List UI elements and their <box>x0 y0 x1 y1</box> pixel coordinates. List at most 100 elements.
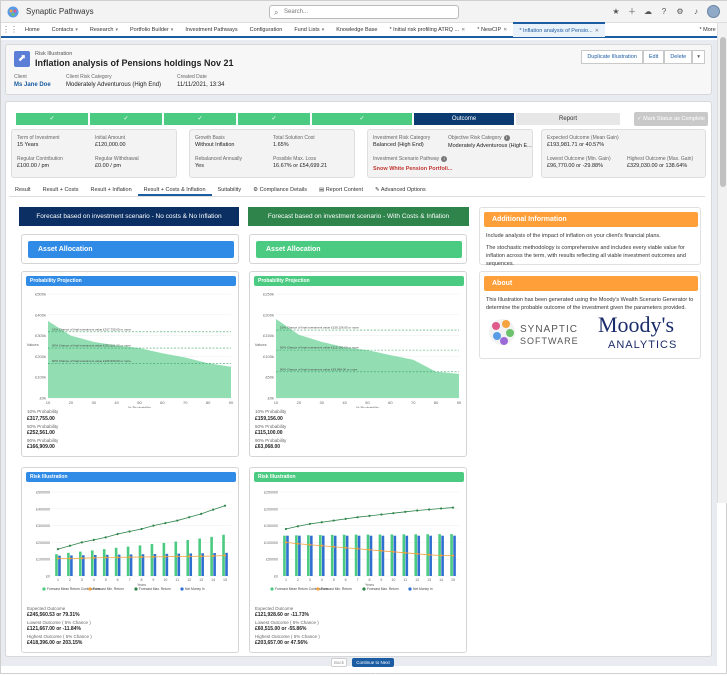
client-link[interactable]: Ms Jane Doe <box>14 82 51 88</box>
x-tick-label: 13 <box>427 578 431 582</box>
x-tick-label: 30 <box>92 400 97 405</box>
continue-button[interactable]: Continue to Next Step <box>352 658 394 667</box>
path-stage-report[interactable]: Report <box>516 113 620 125</box>
y-tick-label: £50000 <box>266 558 278 562</box>
info-icon[interactable]: i <box>441 156 447 162</box>
scrollbar-thumb[interactable] <box>720 37 726 187</box>
close-icon[interactable]: ✕ <box>595 28 599 34</box>
record-header: ⬈ Risk Illustration Inflation analysis o… <box>5 44 712 95</box>
record-type: Risk Illustration <box>35 51 72 57</box>
p90-value: £63,068.00 <box>255 444 280 450</box>
synaptic-logo-text: SYNAPTIC <box>520 324 578 335</box>
probability-card-title: Probability Projection <box>254 276 464 286</box>
min-return-line-point <box>285 541 287 543</box>
x-tick-label: 60 <box>388 400 393 405</box>
bar-mean-return <box>67 553 70 576</box>
tab-result-costs[interactable]: Result + Costs <box>37 185 85 196</box>
path-stage-outcome[interactable]: Outcome <box>414 113 514 125</box>
annotation-label: 10% Chance of final investment value £31… <box>52 327 131 331</box>
tab-suitability[interactable]: Suitability <box>212 185 248 196</box>
nav-item-portfolio-builder[interactable]: Portfolio Builder▾ <box>124 27 179 33</box>
nav-tab-newcip[interactable]: * NewCIP✕ <box>471 27 513 33</box>
nav-label: Knowledge Base <box>336 27 377 33</box>
close-icon[interactable]: ✕ <box>503 27 507 33</box>
back-button[interactable]: Back <box>331 658 347 667</box>
lowest-outcome-value: £121,667.00 or -11.84% <box>27 626 81 632</box>
nav-tab-atrq[interactable]: * Initial risk profiling ATRQ ...✕ <box>383 27 471 33</box>
x-tick-label: 90 <box>457 400 462 405</box>
min-return-line-point <box>152 556 154 558</box>
info-icon[interactable]: i <box>504 135 510 141</box>
summary-box-risk: Investment Risk Category Balanced (High … <box>367 129 533 178</box>
more-actions-button[interactable]: ▾ <box>692 50 705 64</box>
close-icon[interactable]: ✕ <box>461 27 465 33</box>
x-tick-label: 6 <box>345 578 347 582</box>
asset-allocation-header[interactable]: Asset Allocation <box>28 241 234 258</box>
cloud-icon[interactable]: ☁ <box>643 7 653 17</box>
tab-result-inflation[interactable]: Result + Inflation <box>85 185 138 196</box>
x-tick-label: 10 <box>46 400 51 405</box>
path-stage-3[interactable]: ✓ <box>164 113 236 125</box>
user-avatar[interactable] <box>707 5 720 18</box>
app-launcher-icon[interactable]: ⋮⋮ <box>1 25 19 34</box>
tab-advanced-options[interactable]: ✎ Advanced Options <box>369 185 432 196</box>
p50-label: 50% Probability <box>255 424 286 429</box>
max-return-line-point <box>117 533 119 535</box>
settings-icon[interactable]: ⚙ <box>675 7 685 17</box>
add-icon[interactable]: ＋ <box>627 7 637 17</box>
help-icon[interactable]: ? <box>659 7 669 17</box>
nav-item-knowledge-base[interactable]: Knowledge Base <box>330 27 383 33</box>
bar-net-money-in <box>358 536 361 576</box>
term-value: 15 Years <box>17 142 38 148</box>
nav-item-fund-lists[interactable]: Fund Lists▾ <box>288 27 330 33</box>
nav-item-research[interactable]: Research▾ <box>84 27 124 33</box>
path-stage-2[interactable]: ✓ <box>90 113 162 125</box>
chevron-down-icon[interactable]: ▾ <box>171 27 174 33</box>
p50-value: £252,561.00 <box>27 430 55 436</box>
objective-risk-label-text: Objective Risk Category <box>448 135 502 141</box>
scenario-pathway-link[interactable]: Snow White Pension Portfoli... <box>373 166 452 172</box>
edit-button[interactable]: Edit <box>643 50 664 64</box>
about-card: About This Illustration has been generat… <box>479 271 701 359</box>
chevron-down-icon[interactable]: ▾ <box>115 27 118 33</box>
max-return-line-point <box>57 548 59 550</box>
tab-report-content[interactable]: ▤ Report Content <box>313 185 369 196</box>
initial-label: Initial Amount <box>95 135 125 141</box>
brain-icon <box>489 319 515 345</box>
tab-result[interactable]: Result <box>9 185 37 196</box>
mark-status-complete-button[interactable]: ✓ Mark Status as Complete <box>634 112 708 126</box>
min-return-line-point <box>416 553 418 555</box>
tab-label: Result <box>15 187 31 193</box>
delete-button[interactable]: Delete <box>664 50 692 64</box>
duplicate-illustration-button[interactable]: Duplicate Illustration <box>581 50 643 64</box>
y-tick-label: £500000 <box>36 491 50 495</box>
legend-label: Net Money In <box>413 587 433 591</box>
x-tick-label: 11 <box>175 578 179 582</box>
nav-item-home[interactable]: Home <box>19 27 46 33</box>
nav-label: * Inflation analysis of Pensio... <box>519 28 592 34</box>
max-return-line-point <box>452 506 454 508</box>
favorites-icon[interactable]: ★ <box>611 7 621 17</box>
chevron-down-icon[interactable]: ▾ <box>322 27 325 33</box>
nav-tab-inflation-analysis[interactable]: * Inflation analysis of Pensio...✕ <box>513 22 605 37</box>
nav-item-contacts[interactable]: Contacts▾ <box>46 27 84 33</box>
path-stage-5[interactable]: ✓ <box>312 113 412 125</box>
asset-allocation-header[interactable]: Asset Allocation <box>256 241 462 258</box>
nav-more-label: * More <box>700 27 716 33</box>
x-tick-label: 70 <box>183 400 188 405</box>
path-stage-4[interactable]: ✓ <box>238 113 310 125</box>
regular-contribution-value: £100.00 / pm <box>17 163 49 169</box>
tab-result-costs-inflation[interactable]: Result + Costs & Inflation <box>138 185 212 196</box>
scrollbar[interactable] <box>717 23 727 503</box>
global-search-input[interactable]: ⌕ Search... <box>269 5 459 19</box>
nav-item-investment-pathways[interactable]: Investment Pathways <box>179 27 243 33</box>
bar-mean-return <box>103 549 106 576</box>
tab-compliance-details[interactable]: ⚙ Compliance Details <box>247 185 313 196</box>
nav-item-configuration[interactable]: Configuration <box>244 27 289 33</box>
path-stage-1[interactable]: ✓ <box>16 113 88 125</box>
chevron-down-icon[interactable]: ▾ <box>75 27 78 33</box>
growth-basis-label: Growth Basis <box>195 135 225 141</box>
max-loss-value: 16.67% or £54,699.21 <box>273 163 327 169</box>
document-icon: ▤ <box>319 187 324 193</box>
notifications-icon[interactable]: ♪ <box>691 7 701 17</box>
